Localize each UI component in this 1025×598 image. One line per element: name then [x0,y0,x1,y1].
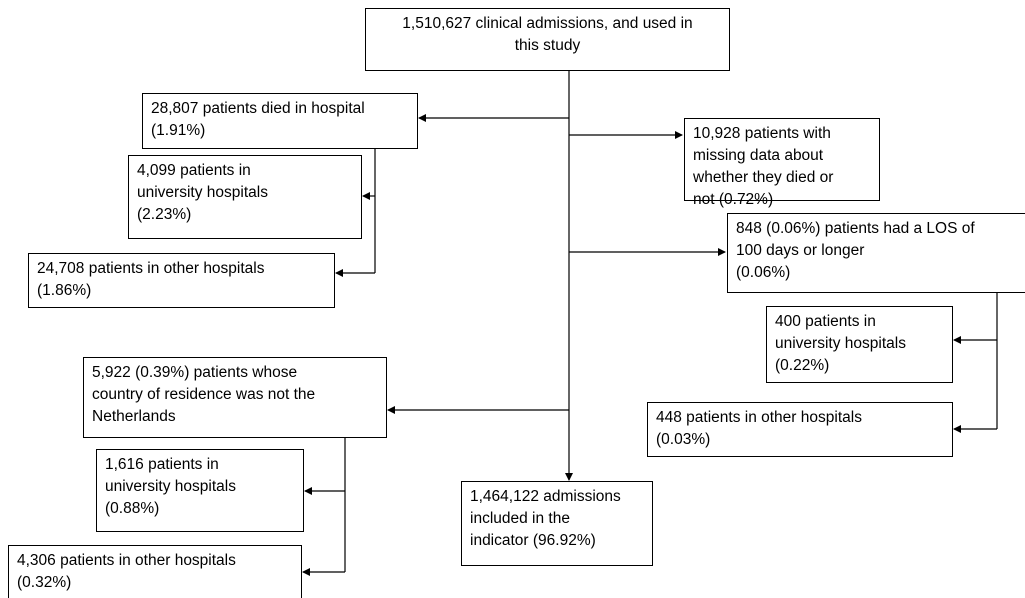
box-text: (2.23%) [137,206,192,223]
box-text: (0.03%) [656,431,711,448]
box-text: this study [514,37,581,54]
box-text: 848 (0.06%) patients had a LOS of [736,220,975,237]
box-text: (1.86%) [37,282,92,299]
box-text: 4,306 patients in other hospitals [17,552,236,569]
box-text: 400 patients in [775,313,876,330]
flow-box: 1,464,122 admissions included in the indic… [461,481,653,566]
box-text: (0.22%) [775,357,830,374]
box-text: 1,510,627 clinical admissions, and used … [402,15,693,32]
box-text: 1,616 patients in [105,456,219,473]
flow-box: 1,510,627 clinical admissions, and used … [365,8,730,71]
flow-box: 5,922 (0.39%) patients whose country of r… [83,357,387,438]
branch-died [335,148,376,277]
box-text: country of residence was not the [92,386,316,403]
box-text: included in the [470,510,570,527]
flow-box: 24,708 patients in other hospitals (1.86%… [28,253,335,308]
box-text: 4,099 patients in [137,162,251,179]
box-text: 24,708 patients in other hospitals [37,260,265,277]
box-text: 1,464,122 admissions [470,488,621,505]
box-text: whether they died or [693,169,834,186]
box-text: 10,928 patients with [693,125,831,142]
box-text: (0.06%) [736,264,791,281]
box-text: 5,922 (0.39%) patients whose [92,364,298,381]
box-text: (0.88%) [105,500,160,517]
flow-box: 1,616 patients in university hospitals (0.… [96,449,304,532]
box-text: not (0.72%) [693,191,774,208]
box-text: university hospitals [775,335,906,352]
branch-los [953,292,998,433]
flow-box: 4,306 patients in other hospitals (0.32%) [8,545,302,598]
box-text: indicator (96.92%) [470,532,596,549]
box-text: university hospitals [137,184,268,201]
flow-box: 28,807 patients died in hospital (1.91%) [142,93,418,149]
flow-box: 4,099 patients in university hospitals (2.… [128,155,362,239]
flow-box: 848 (0.06%) patients had a LOS of 100 day… [727,213,1025,293]
flow-box: 448 patients in other hospitals (0.03%) [647,402,953,457]
flow-box: 10,928 patients with missing data about wh… [684,118,880,208]
flow-box: 400 patients in university hospitals (0.22… [766,306,953,383]
box-text: (1.91%) [151,122,206,139]
box-text: Netherlands [92,408,176,425]
box-text: (0.32%) [17,574,72,591]
box-text: university hospitals [105,478,236,495]
box-text: 448 patients in other hospitals [656,409,862,426]
box-text: 100 days or longer [736,242,865,259]
branch-residence [302,437,346,576]
box-text: missing data about [693,147,824,164]
main-flow [387,70,726,481]
box-text: 28,807 patients died in hospital [151,100,365,117]
